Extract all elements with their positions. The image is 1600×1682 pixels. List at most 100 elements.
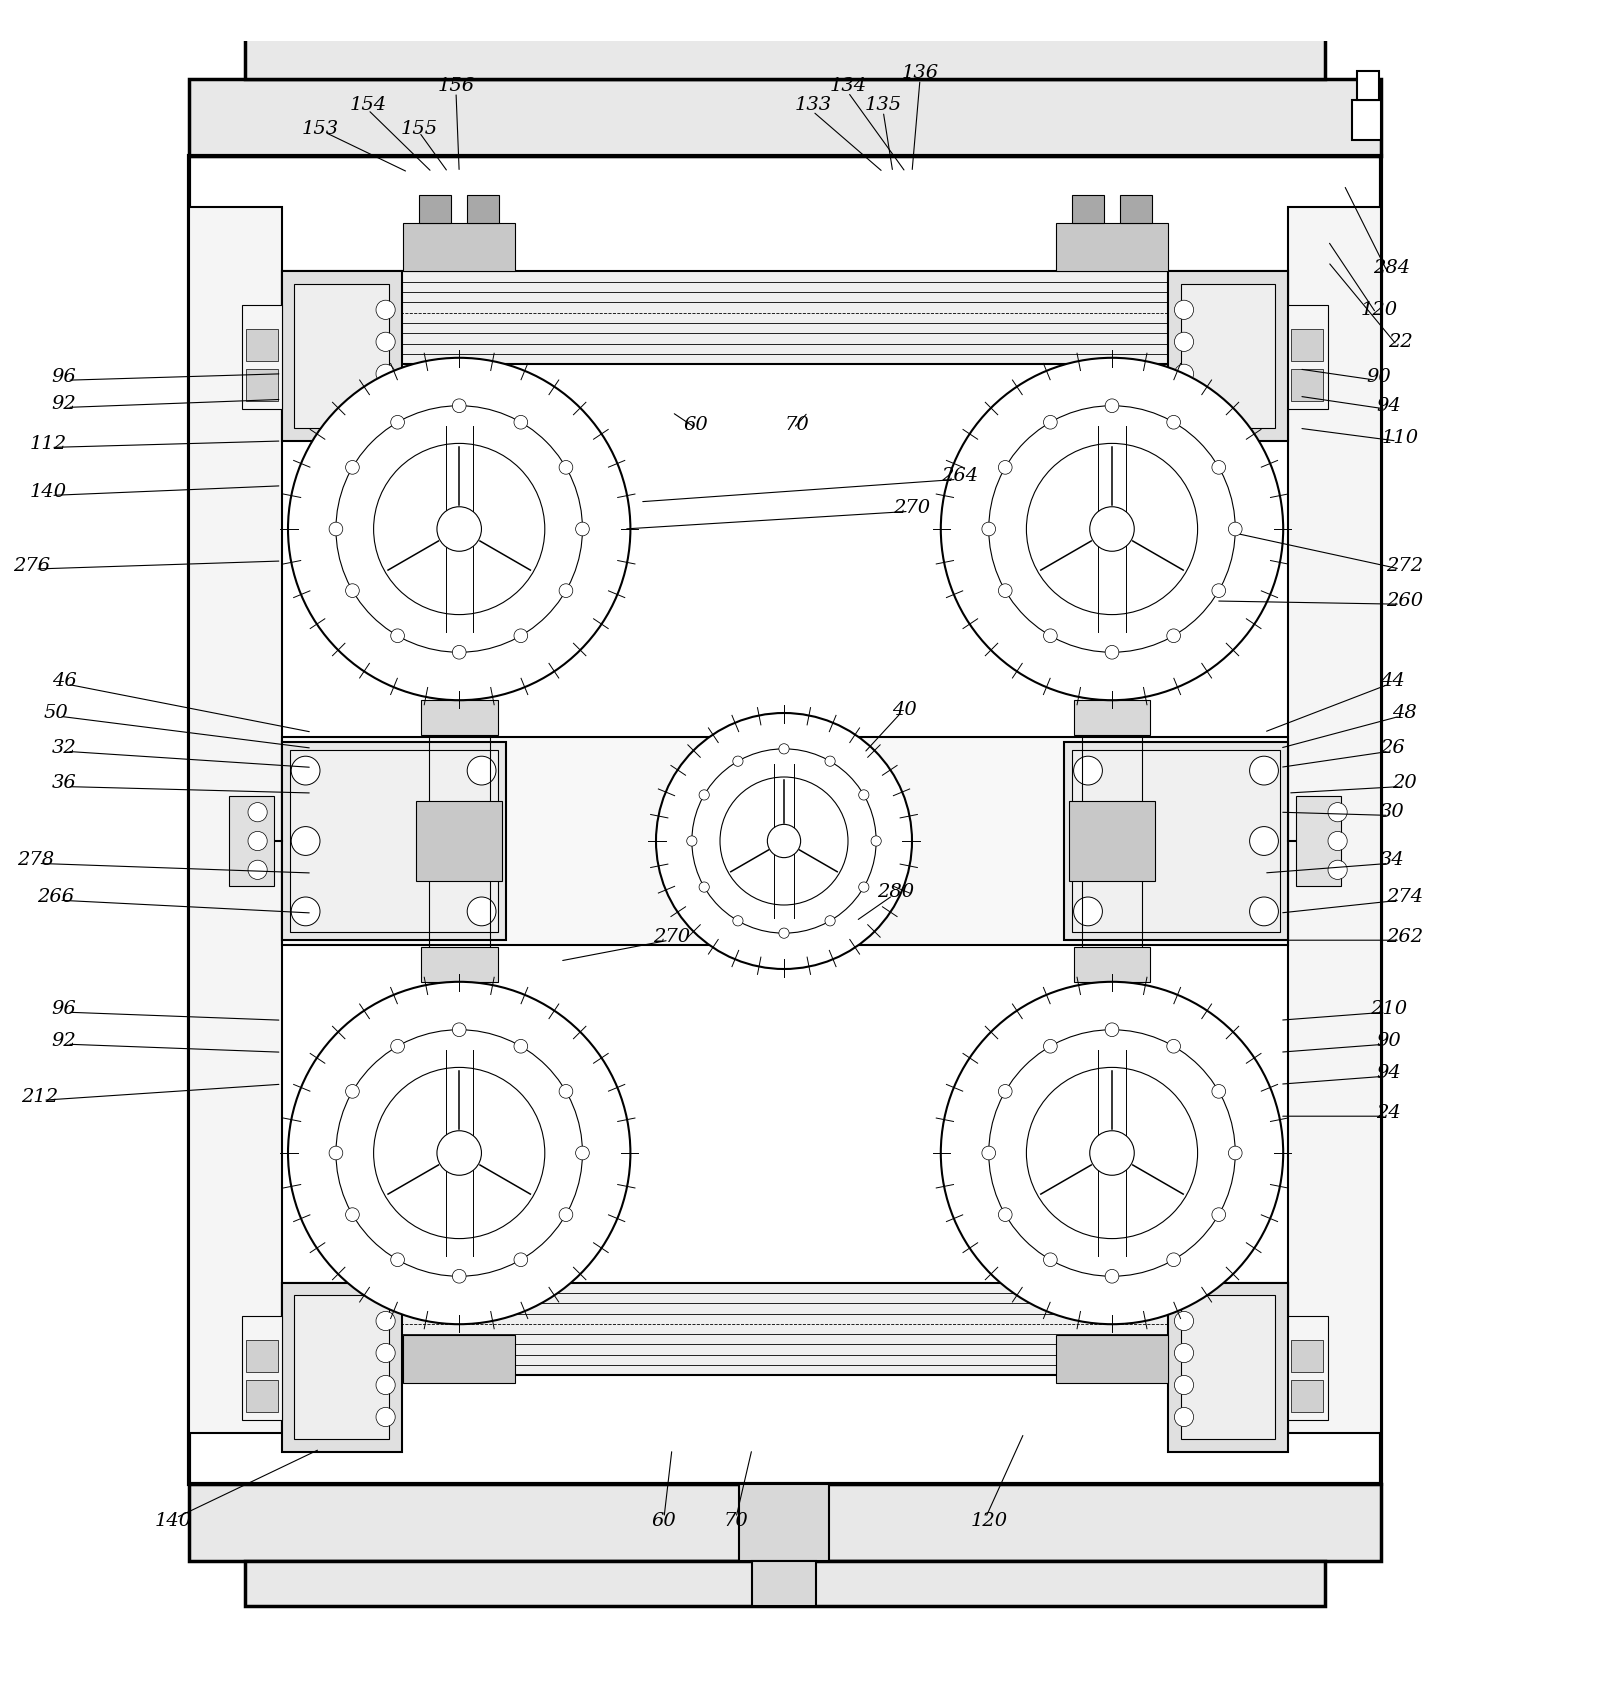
Circle shape bbox=[467, 897, 496, 925]
Text: 140: 140 bbox=[154, 1512, 192, 1531]
Circle shape bbox=[1106, 646, 1118, 659]
Circle shape bbox=[1027, 1068, 1197, 1238]
Circle shape bbox=[720, 777, 848, 905]
Circle shape bbox=[870, 836, 882, 846]
Text: 46: 46 bbox=[51, 673, 77, 690]
Circle shape bbox=[467, 826, 496, 856]
Circle shape bbox=[733, 915, 742, 925]
Bar bbox=[1288, 1317, 1328, 1420]
Circle shape bbox=[453, 399, 466, 412]
Bar bbox=[1168, 1283, 1288, 1452]
Circle shape bbox=[1174, 365, 1194, 383]
Text: 90: 90 bbox=[1366, 368, 1392, 385]
Bar bbox=[1288, 207, 1381, 1433]
Circle shape bbox=[1229, 521, 1242, 537]
Circle shape bbox=[1328, 831, 1347, 851]
Text: 92: 92 bbox=[51, 395, 77, 414]
Text: 264: 264 bbox=[941, 468, 979, 484]
Circle shape bbox=[1174, 1344, 1194, 1362]
Circle shape bbox=[733, 757, 742, 767]
Circle shape bbox=[576, 521, 589, 537]
Circle shape bbox=[859, 791, 869, 801]
Circle shape bbox=[1174, 333, 1194, 352]
Circle shape bbox=[779, 928, 789, 939]
Circle shape bbox=[558, 584, 573, 597]
Text: 34: 34 bbox=[1379, 851, 1405, 870]
Circle shape bbox=[1166, 1039, 1181, 1053]
Circle shape bbox=[453, 1023, 466, 1036]
Text: 24: 24 bbox=[1376, 1103, 1402, 1122]
Circle shape bbox=[376, 299, 395, 320]
Bar bbox=[246, 330, 278, 362]
Circle shape bbox=[288, 358, 630, 700]
Circle shape bbox=[1250, 826, 1278, 856]
Bar bbox=[1056, 224, 1168, 271]
Circle shape bbox=[376, 1376, 395, 1394]
Circle shape bbox=[826, 757, 835, 767]
Bar bbox=[1064, 742, 1288, 940]
Bar bbox=[1056, 1336, 1168, 1383]
Text: 48: 48 bbox=[1392, 705, 1418, 722]
Bar bbox=[1181, 1295, 1275, 1440]
Bar bbox=[242, 304, 282, 409]
Text: 70: 70 bbox=[784, 415, 810, 434]
Circle shape bbox=[376, 1344, 395, 1362]
Text: 44: 44 bbox=[1379, 673, 1405, 690]
Text: 22: 22 bbox=[1387, 333, 1413, 352]
Circle shape bbox=[1250, 897, 1278, 925]
Bar bbox=[246, 1341, 278, 1373]
Circle shape bbox=[248, 831, 267, 851]
Circle shape bbox=[1174, 1408, 1194, 1426]
Circle shape bbox=[982, 1145, 995, 1161]
Circle shape bbox=[373, 444, 544, 614]
Circle shape bbox=[1074, 757, 1102, 785]
Bar bbox=[294, 1295, 389, 1440]
Text: 50: 50 bbox=[43, 705, 69, 722]
Circle shape bbox=[376, 397, 395, 415]
Text: 70: 70 bbox=[723, 1512, 749, 1531]
Text: 30: 30 bbox=[1379, 804, 1405, 821]
Bar bbox=[1168, 271, 1288, 441]
Bar bbox=[282, 271, 1288, 365]
Bar bbox=[1296, 796, 1341, 886]
Bar bbox=[282, 1283, 402, 1452]
Text: 140: 140 bbox=[29, 483, 67, 501]
Circle shape bbox=[453, 646, 466, 659]
Text: 42: 42 bbox=[758, 797, 784, 814]
Bar bbox=[416, 801, 502, 881]
Circle shape bbox=[1043, 1039, 1058, 1053]
Circle shape bbox=[1043, 629, 1058, 643]
Circle shape bbox=[467, 757, 496, 785]
Circle shape bbox=[390, 1039, 405, 1053]
Text: 274: 274 bbox=[1386, 888, 1424, 907]
Bar bbox=[282, 271, 402, 441]
Text: 40: 40 bbox=[891, 701, 917, 718]
Circle shape bbox=[576, 1145, 589, 1161]
Bar bbox=[1069, 801, 1155, 881]
Circle shape bbox=[1250, 757, 1278, 785]
Circle shape bbox=[1106, 1023, 1118, 1036]
Bar bbox=[1291, 330, 1323, 362]
Circle shape bbox=[346, 584, 360, 597]
Text: 134: 134 bbox=[829, 77, 867, 94]
Text: 270: 270 bbox=[893, 500, 931, 516]
Circle shape bbox=[1090, 506, 1134, 552]
Circle shape bbox=[1043, 1253, 1058, 1267]
Circle shape bbox=[1229, 1145, 1242, 1161]
Bar bbox=[752, 1561, 816, 1606]
Circle shape bbox=[1211, 1085, 1226, 1098]
Circle shape bbox=[336, 405, 582, 653]
Circle shape bbox=[1074, 897, 1102, 925]
Circle shape bbox=[346, 1208, 360, 1221]
Text: 92: 92 bbox=[51, 1033, 77, 1050]
Circle shape bbox=[514, 415, 528, 429]
Bar bbox=[189, 1484, 1381, 1561]
Circle shape bbox=[941, 982, 1283, 1324]
Text: 20: 20 bbox=[1392, 774, 1418, 792]
Bar bbox=[1074, 700, 1150, 735]
Circle shape bbox=[514, 1039, 528, 1053]
Circle shape bbox=[514, 1253, 528, 1267]
Text: 272: 272 bbox=[1386, 557, 1424, 575]
Text: 153: 153 bbox=[301, 119, 339, 138]
Circle shape bbox=[1043, 415, 1058, 429]
